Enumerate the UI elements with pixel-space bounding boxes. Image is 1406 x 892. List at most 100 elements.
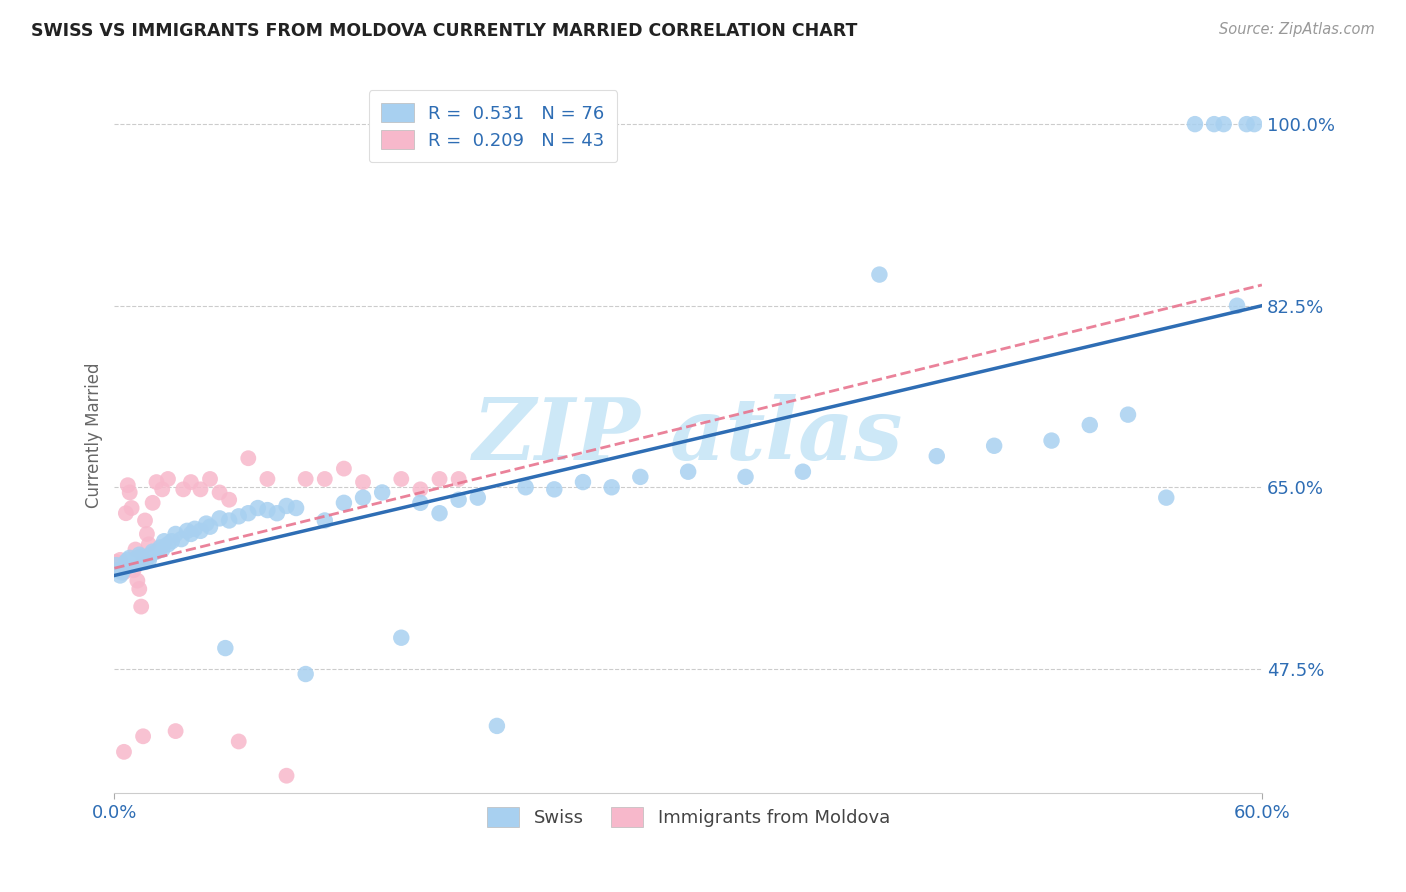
Point bbox=[1184, 117, 1206, 131]
Point bbox=[135, 527, 157, 541]
Text: ZIP atlas: ZIP atlas bbox=[472, 393, 903, 477]
Point bbox=[543, 483, 565, 497]
Point bbox=[447, 472, 470, 486]
Point bbox=[107, 563, 129, 577]
Point bbox=[115, 555, 138, 569]
Point bbox=[132, 729, 155, 743]
Point bbox=[117, 478, 139, 492]
Point bbox=[172, 483, 194, 497]
Point bbox=[145, 544, 167, 558]
Text: SWISS VS IMMIGRANTS FROM MOLDOVA CURRENTLY MARRIED CORRELATION CHART: SWISS VS IMMIGRANTS FROM MOLDOVA CURRENT… bbox=[31, 22, 858, 40]
Point bbox=[447, 492, 470, 507]
Point bbox=[409, 496, 432, 510]
Point bbox=[409, 483, 432, 497]
Point bbox=[112, 566, 135, 580]
Point bbox=[294, 472, 316, 486]
Point bbox=[111, 561, 134, 575]
Point bbox=[208, 511, 231, 525]
Point bbox=[160, 534, 183, 549]
Point bbox=[429, 472, 451, 486]
Point bbox=[153, 534, 176, 549]
Point bbox=[190, 524, 212, 538]
Point bbox=[485, 719, 508, 733]
Point bbox=[600, 480, 623, 494]
Point bbox=[108, 568, 131, 582]
Point bbox=[121, 558, 143, 573]
Point bbox=[572, 475, 595, 489]
Point bbox=[165, 527, 187, 541]
Point bbox=[128, 582, 150, 596]
Point bbox=[314, 472, 336, 486]
Point bbox=[256, 503, 278, 517]
Point bbox=[792, 465, 814, 479]
Point bbox=[111, 566, 134, 580]
Point bbox=[1243, 117, 1265, 131]
Point bbox=[246, 501, 269, 516]
Point bbox=[142, 544, 165, 558]
Point bbox=[115, 506, 138, 520]
Point bbox=[734, 470, 756, 484]
Point bbox=[868, 268, 890, 282]
Point bbox=[122, 555, 145, 569]
Point bbox=[676, 465, 699, 479]
Legend: Swiss, Immigrants from Moldova: Swiss, Immigrants from Moldova bbox=[479, 800, 897, 834]
Point bbox=[314, 513, 336, 527]
Point bbox=[149, 541, 172, 555]
Point bbox=[515, 480, 537, 494]
Point bbox=[170, 532, 193, 546]
Point bbox=[112, 561, 135, 575]
Point bbox=[135, 550, 157, 565]
Point bbox=[294, 667, 316, 681]
Point bbox=[180, 527, 202, 541]
Point bbox=[198, 519, 221, 533]
Point bbox=[105, 555, 128, 569]
Point bbox=[118, 485, 141, 500]
Point bbox=[218, 513, 240, 527]
Point bbox=[208, 485, 231, 500]
Point bbox=[118, 550, 141, 565]
Point bbox=[150, 483, 173, 497]
Point bbox=[228, 734, 250, 748]
Text: Source: ZipAtlas.com: Source: ZipAtlas.com bbox=[1219, 22, 1375, 37]
Point bbox=[124, 553, 146, 567]
Point bbox=[134, 555, 156, 569]
Point bbox=[112, 745, 135, 759]
Point bbox=[127, 574, 149, 588]
Point bbox=[429, 506, 451, 520]
Point bbox=[176, 524, 198, 538]
Point bbox=[266, 506, 288, 520]
Point bbox=[285, 501, 308, 516]
Point bbox=[276, 499, 298, 513]
Point bbox=[925, 449, 948, 463]
Point bbox=[156, 537, 179, 551]
Point bbox=[127, 550, 149, 565]
Point bbox=[165, 724, 187, 739]
Point bbox=[198, 472, 221, 486]
Point bbox=[121, 501, 143, 516]
Point bbox=[1204, 117, 1226, 131]
Point bbox=[184, 522, 207, 536]
Point bbox=[467, 491, 489, 505]
Point bbox=[150, 542, 173, 557]
Point bbox=[132, 550, 155, 565]
Point bbox=[156, 472, 179, 486]
Point bbox=[108, 553, 131, 567]
Point bbox=[145, 475, 167, 489]
Point bbox=[1226, 299, 1249, 313]
Point bbox=[256, 472, 278, 486]
Point bbox=[107, 558, 129, 573]
Point bbox=[1040, 434, 1063, 448]
Point bbox=[138, 537, 160, 551]
Point bbox=[180, 475, 202, 489]
Point bbox=[129, 599, 152, 614]
Point bbox=[352, 491, 374, 505]
Point bbox=[1116, 408, 1139, 422]
Point bbox=[1078, 417, 1101, 432]
Point bbox=[138, 553, 160, 567]
Point bbox=[238, 506, 260, 520]
Point bbox=[228, 509, 250, 524]
Point bbox=[276, 769, 298, 783]
Point bbox=[238, 451, 260, 466]
Point bbox=[214, 641, 236, 656]
Point bbox=[134, 513, 156, 527]
